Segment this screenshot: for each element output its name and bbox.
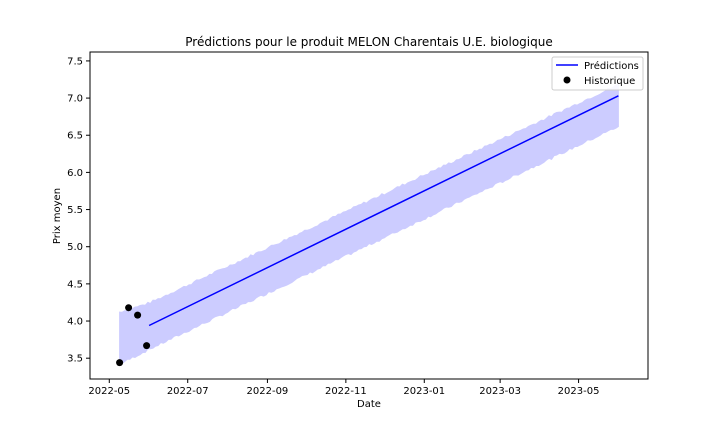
y-tick-label: 7.0: [67, 94, 83, 105]
prediction-line-layer: [148, 95, 619, 327]
y-tick-label: 6.0: [67, 168, 83, 179]
prediction-line: [148, 95, 619, 327]
y-tick-label: 4.5: [67, 279, 83, 290]
legend-label-history: Historique: [584, 76, 635, 87]
y-axis-label: Prix moyen: [52, 188, 63, 244]
x-tick-label: 2022-11: [325, 386, 367, 397]
x-tick-label: 2022-09: [247, 386, 289, 397]
legend: Prédictions Historique: [551, 56, 644, 91]
history-points-layer: [116, 304, 151, 367]
history-point: [125, 304, 133, 312]
x-tick-label: 2022-05: [88, 386, 130, 397]
history-point: [116, 359, 124, 367]
chart-title: Prédictions pour le produit MELON Charen…: [185, 35, 552, 49]
x-axis-ticks: 2022-05 2022-07 2022-09 2022-11 2023-01 2023-…: [88, 379, 599, 397]
y-tick-label: 3.5: [67, 354, 83, 365]
legend-label-predictions: Prédictions: [584, 60, 639, 72]
confidence-band: [119, 83, 619, 365]
y-tick-label: 4.0: [67, 317, 83, 328]
x-axis-label: Date: [357, 399, 381, 410]
y-axis-ticks: 3.5 4.0 4.5 5.0 5.5 6.0 6.5 7.0 7.5: [67, 56, 90, 365]
y-tick-label: 7.5: [67, 56, 83, 67]
x-tick-label: 2023-03: [479, 386, 521, 397]
x-tick-label: 2022-07: [167, 386, 209, 397]
confidence-band-layer: [119, 83, 619, 365]
x-tick-label: 2023-01: [403, 386, 445, 397]
y-tick-label: 5.0: [67, 242, 83, 253]
plot-frame: [89, 51, 649, 380]
history-point: [143, 342, 151, 350]
history-point: [134, 311, 142, 319]
y-tick-label: 6.5: [67, 131, 83, 142]
y-tick-label: 5.5: [67, 205, 83, 216]
x-tick-label: 2023-05: [558, 386, 600, 397]
legend-point-swatch: [563, 76, 571, 84]
